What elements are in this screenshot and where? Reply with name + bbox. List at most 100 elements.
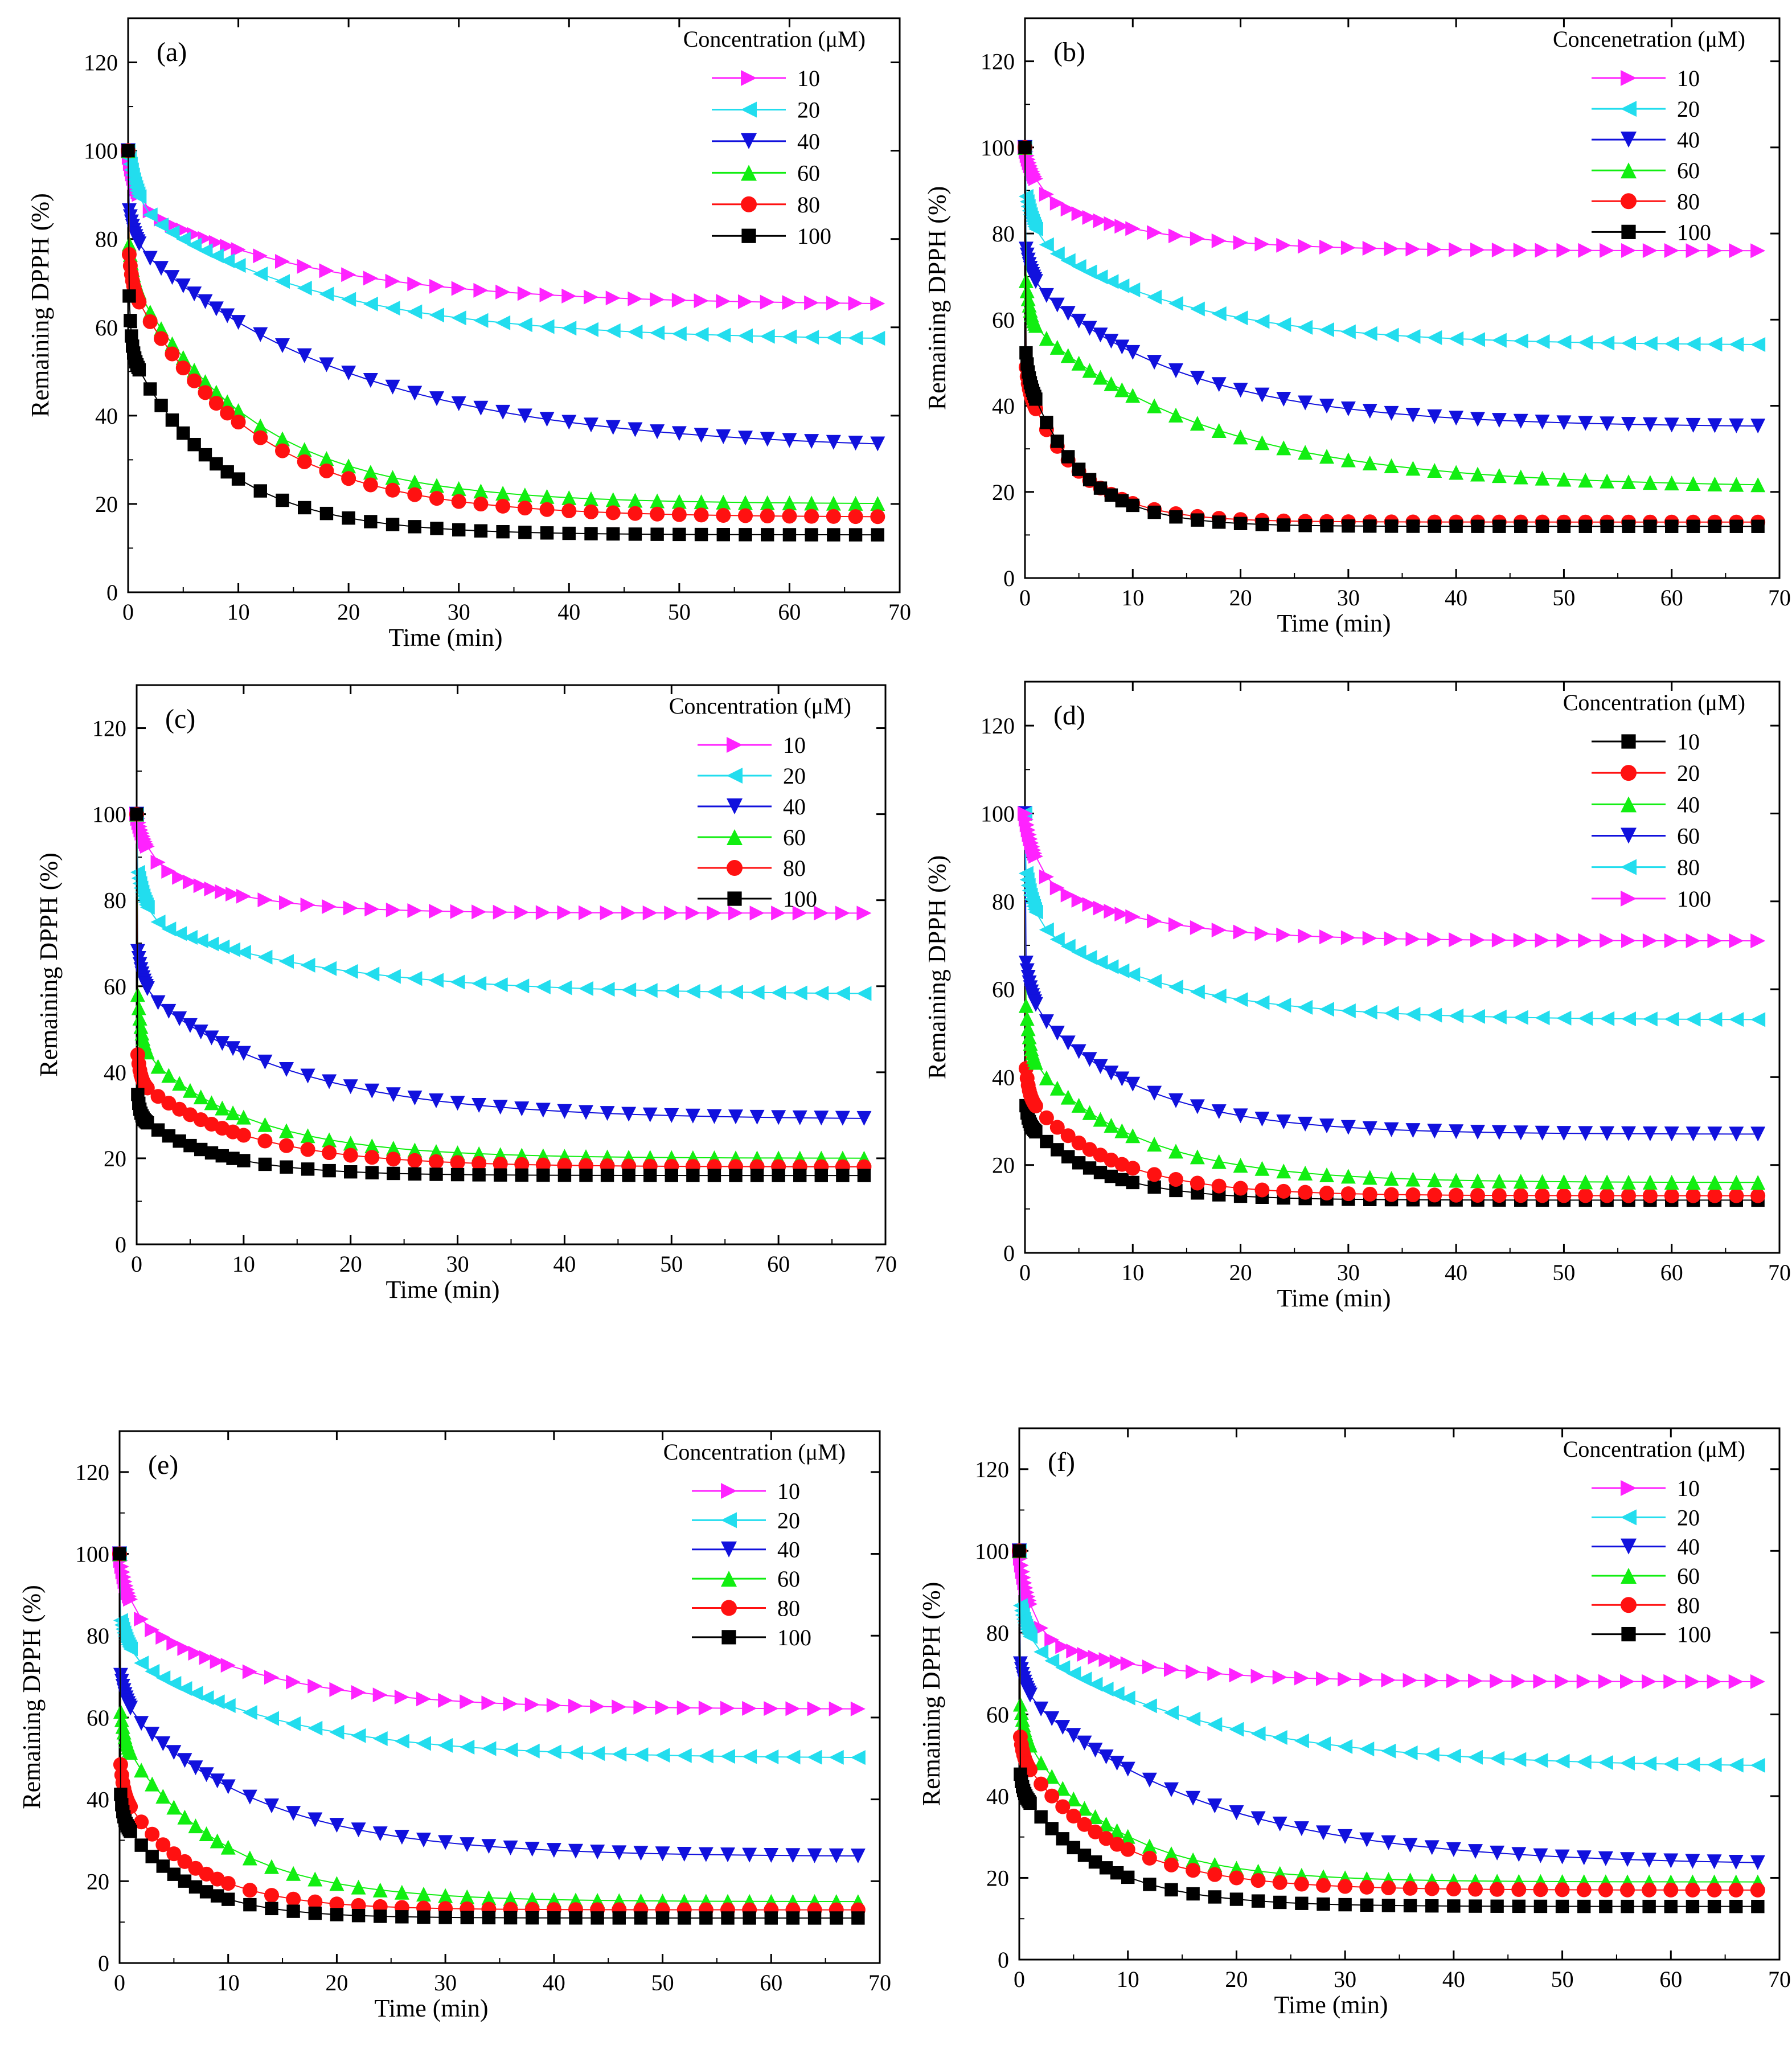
data-point [322,1145,337,1161]
data-point [540,526,554,540]
data-point [1319,399,1334,414]
data-point [124,1825,137,1838]
data-point [1012,1544,1026,1558]
data-point [1642,1188,1658,1203]
panel-label: (d) [1053,700,1085,731]
data-point [154,331,169,346]
data-point [738,431,753,446]
data-point [1621,1188,1636,1203]
data-point [1643,519,1657,533]
data-point [1186,1887,1200,1901]
series-60 [1018,140,1766,493]
data-point [1049,339,1065,355]
data-point [438,1835,453,1850]
legend-swatch-marker [721,1571,737,1587]
data-point [1729,1175,1744,1190]
data-point [343,1148,358,1163]
data-point [493,904,508,920]
data-point [584,504,598,519]
data-point [1233,235,1248,250]
x-tick-label: 10 [227,599,250,625]
data-point [220,1876,236,1891]
data-point [1104,216,1119,231]
data-point [1082,264,1097,280]
data-point [650,292,665,307]
data-point [1055,1781,1071,1796]
data-point [1340,930,1356,945]
data-point [307,1812,323,1827]
data-point [561,415,577,430]
data-point [394,1690,409,1705]
data-point [579,1169,593,1182]
data-point [1750,1126,1766,1142]
data-point [429,1093,444,1108]
data-point [322,961,337,976]
x-tick-label: 0 [1019,1260,1031,1285]
legend-item: 10 [692,1478,800,1504]
data-point [1685,1882,1700,1898]
data-point [193,1025,208,1040]
data-point [699,1911,713,1925]
data-point [429,1167,443,1181]
data-point [1729,243,1744,259]
data-point [539,489,555,504]
data-point [166,1846,182,1862]
data-point [1663,1882,1679,1898]
data-point [524,1842,540,1857]
data-point [1294,1876,1309,1892]
data-point [1164,1705,1179,1720]
legend-swatch-marker [1621,132,1637,148]
data-point [385,301,400,316]
data-point [1490,1845,1505,1861]
data-point [1425,1899,1439,1913]
legend-item: 80 [1592,1592,1700,1618]
data-point [1298,1185,1313,1200]
data-point [694,327,709,342]
data-point [1729,1188,1744,1203]
data-point [1533,1674,1548,1689]
data-point [672,527,686,542]
data-point [1535,334,1550,349]
data-point [1066,1728,1081,1743]
data-point [220,1839,236,1855]
data-point [175,350,191,365]
x-tick-label: 40 [1445,585,1467,610]
data-point [1556,933,1572,948]
data-point [417,1910,430,1924]
data-point [1491,1009,1507,1025]
data-point [493,1100,508,1115]
data-point [1147,1137,1162,1152]
data-point [1338,1739,1353,1754]
data-point [145,1727,160,1742]
data-point [1642,475,1658,490]
x-tick-label: 10 [217,1970,240,1995]
data-point [1468,1844,1483,1859]
data-point [220,253,235,268]
data-point [1491,468,1507,483]
data-point [517,286,532,301]
data-point [145,1776,160,1792]
data-point [1082,321,1097,336]
x-tick-label: 10 [1121,585,1144,610]
data-point [1255,518,1269,531]
data-point [650,424,665,440]
data-point [771,905,786,921]
data-point [1556,1188,1572,1203]
data-point [1039,1070,1054,1085]
data-point [605,505,621,521]
data-point [145,1622,160,1637]
data-point [1381,1835,1396,1850]
data-point [1212,515,1226,529]
series-line [128,150,878,518]
data-point [1511,1882,1527,1898]
data-point [1093,954,1108,970]
data-point [750,1169,764,1182]
data-point [188,1760,203,1776]
data-point [1340,452,1356,468]
data-point [329,1896,345,1912]
y-tick-label: 120 [84,50,118,76]
data-point [1060,1035,1076,1051]
data-point [1115,494,1129,507]
